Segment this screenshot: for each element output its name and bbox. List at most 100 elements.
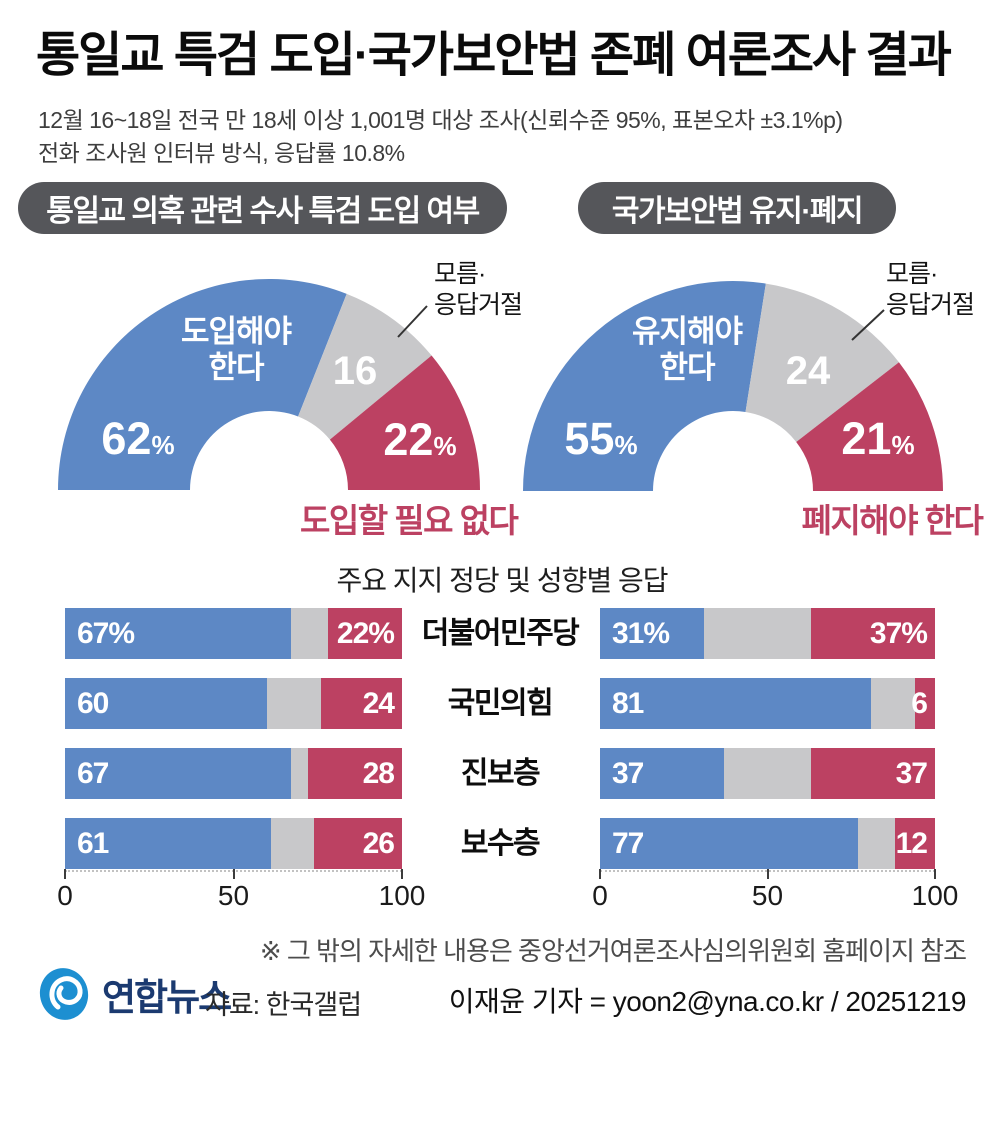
bar-value-label: 67: [77, 756, 109, 790]
data-source-label: 자료: 한국갤럽: [205, 990, 362, 1020]
bar-segment-0: 81: [600, 678, 872, 729]
bar-row-보수층: 77 12: [600, 818, 935, 869]
donut-1-slice-0: [523, 281, 766, 491]
question-badge-security-law: 국가보안법 유지·폐지: [578, 182, 896, 234]
bar-value-label: 6: [911, 686, 928, 720]
bar-segment-2: 24: [321, 678, 402, 729]
subtitle-line-1: 12월 16~18일 전국 만 18세 이상 1,001명 대상 조사(신뢰수준…: [38, 107, 843, 133]
bar-segment-1: [290, 608, 328, 659]
reporter-byline: 이재윤 기자 = yoon2@yna.co.kr / 20251219: [448, 986, 967, 1017]
axis-tick: [766, 869, 769, 879]
yonhap-logo-text: 연합뉴스: [102, 977, 232, 1018]
donut-left-dk-value: 16: [332, 349, 378, 393]
axis-tick: [599, 869, 601, 879]
axis-tick: [64, 869, 66, 879]
bar-segment-0: 67%: [65, 608, 291, 659]
subtitle-line-2: 전화 조사원 인터뷰 방식, 응답률 10.8%: [38, 140, 405, 166]
bar-segment-1: [267, 678, 322, 729]
bar-row-진보층: 67 28: [65, 748, 402, 799]
donut-0-slice-1: [298, 293, 432, 440]
bar-chart-special-probe: 67% 22% 60 24 67 28 61 26: [65, 608, 402, 869]
bar-segment-1: [290, 748, 308, 799]
bar-category-국민의힘: 국민의힘: [447, 687, 554, 720]
bar-row-진보층: 37 37: [600, 748, 935, 799]
yonhap-logo-icon: [39, 968, 89, 1020]
donut-0-slice-2: [329, 355, 480, 490]
bar-category-진보층: 진보층: [460, 757, 541, 790]
bar-segment-0: 67: [65, 748, 291, 799]
bar-segment-1: [703, 608, 812, 659]
axis-tick-label: 50: [217, 880, 250, 911]
bar-segment-0: 77: [600, 818, 858, 869]
bar-segment-0: 31%: [600, 608, 704, 659]
bar-segment-2: 12: [894, 818, 935, 869]
bar-value-label: 22%: [336, 616, 395, 650]
axis-tick-label: 0: [592, 880, 608, 911]
bar-segment-2: 26: [314, 818, 402, 869]
bar-value-label: 37: [895, 756, 928, 790]
bar-category-labels: 더불어민주당 국민의힘 진보층 보수층: [402, 608, 598, 869]
donut-right-main-slice-label: 유지해야 한다: [631, 314, 743, 386]
donut-right-main-value: 55%: [564, 413, 638, 464]
bar-row-보수층: 61 26: [65, 818, 402, 869]
bar-segment-2: 22%: [327, 608, 402, 659]
page-title: 통일교 특검 도입·국가보안법 존폐 여론조사 결과: [36, 29, 952, 82]
bar-row-더불어민주당: 31% 37%: [600, 608, 935, 659]
bar-value-label: 37: [612, 756, 644, 790]
yonhap-logo: 연합뉴스: [36, 967, 232, 1021]
bar-segment-1: [871, 678, 915, 729]
bar-segment-0: 37: [600, 748, 724, 799]
axis-tick: [232, 869, 235, 879]
x-axis-right: 0 50 100: [592, 869, 958, 914]
donut-chart-special-probe: [58, 279, 480, 490]
bar-segment-1: [857, 818, 895, 869]
donut-right-neg-value: 21%: [841, 413, 915, 464]
bar-value-label: 28: [362, 756, 395, 790]
donut-1-slice-1: [745, 283, 899, 442]
bar-row-더불어민주당: 67% 22%: [65, 608, 402, 659]
bar-segment-2: 37%: [811, 608, 935, 659]
bar-value-label: 12: [895, 826, 928, 860]
bar-section-title: 주요 지지 정당 및 성향별 응답: [336, 565, 668, 596]
bar-row-국민의힘: 81 6: [600, 678, 935, 729]
bar-value-label: 60: [77, 686, 109, 720]
axis-tick-label: 50: [751, 880, 784, 911]
donut-0-slice-0: [58, 279, 347, 490]
bar-value-label: 31%: [612, 616, 670, 650]
donut-1-slice-2: [796, 362, 943, 491]
bar-segment-0: 61: [65, 818, 271, 869]
axis-tick-label: 0: [57, 880, 73, 911]
bar-value-label: 81: [612, 686, 644, 720]
bar-segment-1: [270, 818, 315, 869]
bar-segment-0: 60: [65, 678, 268, 729]
donut-right-dk-value: 24: [785, 349, 831, 393]
bar-chart-security-law: 31% 37% 81 6 37 37 77 12: [600, 608, 935, 869]
footnote: ※ 그 밖의 자세한 내용은 중앙선거여론조사심의위원회 홈페이지 참조: [259, 936, 967, 966]
donut-left-neg-value: 22%: [383, 414, 457, 465]
question-badge-special-probe: 통일교 의혹 관련 수사 특검 도입 여부: [18, 182, 507, 234]
axis-tick: [401, 869, 403, 879]
donut-right-neg-slice-label: 폐지해야 한다: [801, 502, 984, 539]
axis-tick-label: 100: [911, 880, 959, 911]
x-axis-left: 0 50 100: [57, 869, 425, 914]
donut-0-callout-leader-line: [397, 305, 428, 338]
bar-segment-1: [723, 748, 812, 799]
bar-segment-2: 6: [911, 678, 935, 729]
donut-left-main-slice-label: 도입해야 한다: [180, 314, 292, 386]
bar-value-label: 24: [362, 686, 395, 720]
donut-left-neg-slice-label: 도입할 필요 없다: [300, 502, 519, 539]
bar-value-label: 77: [612, 826, 644, 860]
donut-left-main-value: 62%: [101, 413, 175, 464]
axis-tick-label: 100: [378, 880, 426, 911]
donut-1-callout-leader-line: [851, 309, 885, 341]
axis-tick: [934, 869, 936, 879]
bar-value-label: 37%: [869, 616, 928, 650]
bar-segment-2: 28: [307, 748, 402, 799]
bar-value-label: 26: [362, 826, 395, 860]
donut-chart-security-law: [523, 281, 943, 491]
bar-value-label: 61: [77, 826, 109, 860]
bar-category-더불어민주당: 더불어민주당: [421, 617, 580, 650]
donut-left-dk-callout-label: 모름· 응답거절: [434, 260, 523, 319]
donut-right-dk-callout-label: 모름· 응답거절: [886, 260, 975, 319]
